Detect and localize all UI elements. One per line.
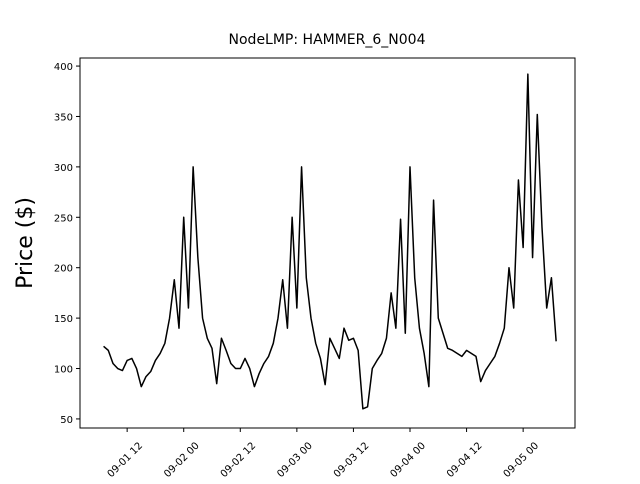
x-tick-label: 09-01 12 xyxy=(106,440,146,480)
y-tick-label: 250 xyxy=(54,213,73,224)
y-tick-label: 50 xyxy=(60,415,73,426)
x-tick-label: 09-02 00 xyxy=(162,440,202,480)
x-tick-label: 09-04 00 xyxy=(388,440,428,480)
y-axis-label: Price ($) xyxy=(13,197,38,289)
y-tick-label: 200 xyxy=(54,264,73,275)
x-tick-label: 09-03 00 xyxy=(275,440,315,480)
x-tick-label: 09-05 00 xyxy=(502,440,542,480)
y-tick-label: 100 xyxy=(54,365,73,376)
y-tick-label: 400 xyxy=(54,62,73,73)
x-tick-label: 09-03 12 xyxy=(332,440,372,480)
axes-frame xyxy=(79,57,576,429)
y-tick-label: 350 xyxy=(54,112,73,123)
y-tick-label: 300 xyxy=(54,163,73,174)
chart-title: NodeLMP: HAMMER_6_N004 xyxy=(229,32,426,48)
x-tick-label: 09-02 12 xyxy=(219,440,259,480)
price-line xyxy=(103,73,557,410)
y-tick-label: 150 xyxy=(54,314,73,325)
x-tick-label: 09-04 12 xyxy=(445,440,485,480)
